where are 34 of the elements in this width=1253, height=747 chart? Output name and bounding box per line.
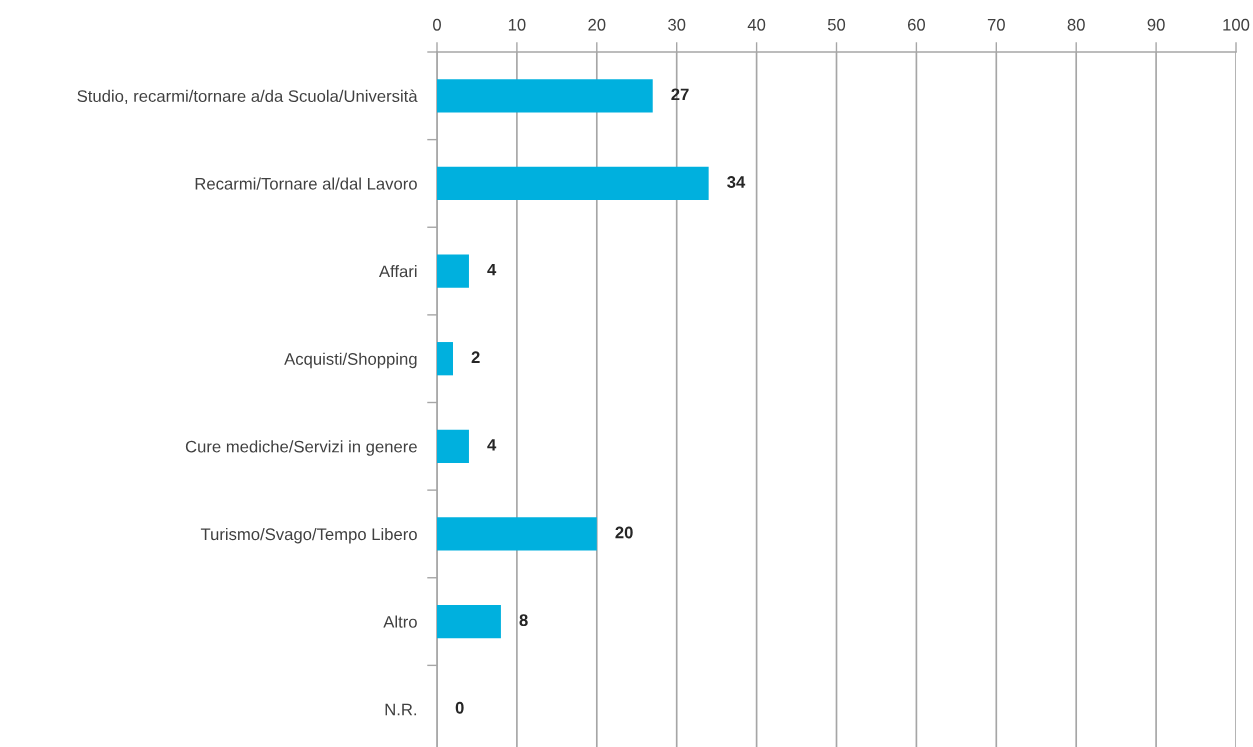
data-label: 2 xyxy=(471,351,480,363)
x-tick-label: 30 xyxy=(668,18,686,31)
data-label: 4 xyxy=(487,439,497,451)
y-tick-label: Turismo/Svago/Tempo Libero xyxy=(200,527,417,544)
bar xyxy=(437,604,501,639)
y-tick-label: Acquisti/Shopping xyxy=(284,352,417,369)
data-label: 4 xyxy=(487,263,497,276)
bar xyxy=(437,429,469,463)
data-label: 34 xyxy=(727,176,746,188)
x-tick-label: 0 xyxy=(433,18,441,31)
bar xyxy=(437,79,653,113)
data-label: 27 xyxy=(671,88,689,101)
bar xyxy=(437,166,709,201)
y-tick-label: Affari xyxy=(378,265,417,278)
y-tick-label: Cure mediche/Servizi in genere xyxy=(185,440,417,456)
bar xyxy=(437,517,597,551)
x-tick-label: 90 xyxy=(1147,18,1165,31)
data-label: 8 xyxy=(519,614,528,627)
x-tick-label: 60 xyxy=(907,18,926,31)
x-tick-label: 10 xyxy=(508,18,526,31)
x-tick-label: 40 xyxy=(747,18,766,31)
y-tick-label: Altro xyxy=(383,615,417,628)
data-label: 20 xyxy=(615,526,633,539)
bar xyxy=(437,342,453,376)
x-tick-label: 70 xyxy=(987,18,1005,31)
x-tick-label: 20 xyxy=(588,18,606,31)
x-tick-label: 80 xyxy=(1067,18,1085,31)
bar xyxy=(437,254,469,288)
y-tick-label: N.R. xyxy=(385,703,417,716)
x-tick-label: 50 xyxy=(827,18,846,31)
y-tick-label: Studio, recarmi/tornare a/da Scuola/Università xyxy=(77,89,418,104)
x-tick-label: 100 xyxy=(1223,18,1250,31)
y-tick-label: Recarmi/Tornare al/dal Lavoro xyxy=(195,177,417,190)
data-label: 0 xyxy=(455,701,464,714)
